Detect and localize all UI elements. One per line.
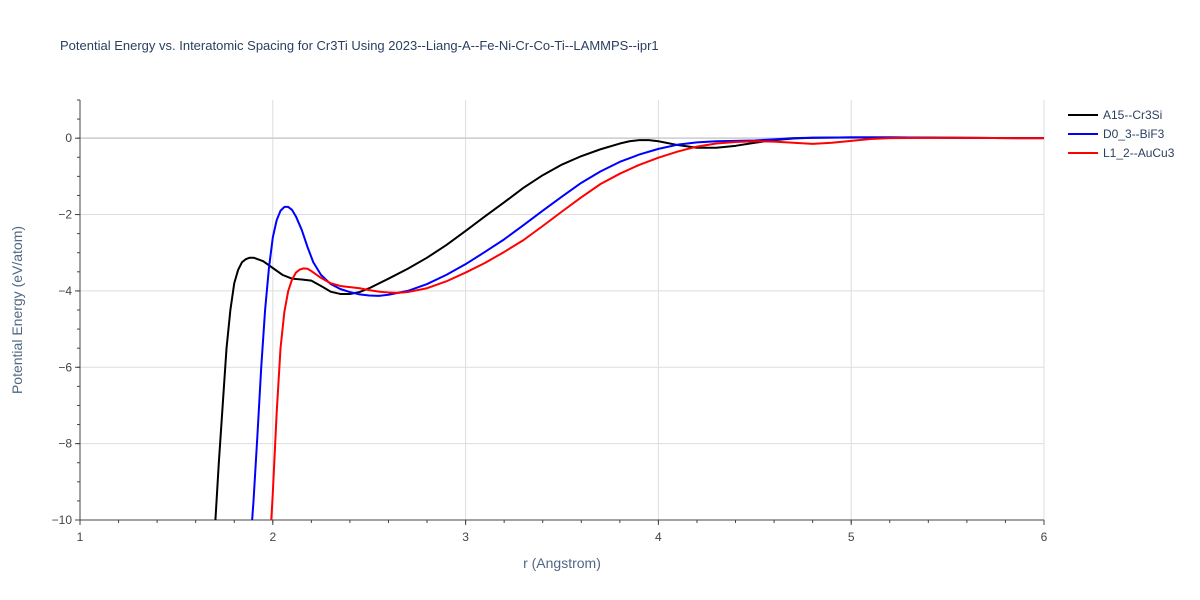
x-tick-label: 1 <box>77 530 84 544</box>
y-tick-label: −2 <box>58 208 72 222</box>
y-axis-title: Potential Energy (eV/atom) <box>9 226 25 394</box>
x-axis-title: r (Angstrom) <box>523 555 601 571</box>
x-tick-label: 3 <box>462 530 469 544</box>
legend-item-0[interactable]: A15--Cr3Si <box>1068 108 1162 122</box>
legend-item-2[interactable]: L1_2--AuCu3 <box>1068 146 1175 160</box>
series-line-2 <box>270 136 1044 520</box>
y-ticks: 0 −2 −4 −6 −8 −10 <box>52 99 80 527</box>
series-line-1 <box>251 136 1044 520</box>
y-tick-label: −6 <box>58 360 72 374</box>
legend-label: L1_2--AuCu3 <box>1103 146 1175 160</box>
y-tick-label: −4 <box>58 284 72 298</box>
y-tick-label: 0 <box>65 131 72 145</box>
x-tick-label: 2 <box>269 530 276 544</box>
legend-label: D0_3--BiF3 <box>1103 127 1165 141</box>
x-ticks: 1 2 3 4 5 6 <box>77 520 1048 544</box>
x-tick-label: 6 <box>1041 530 1048 544</box>
y-tick-label: −10 <box>52 513 73 527</box>
axes <box>79 100 1044 521</box>
x-tick-label: 5 <box>848 530 855 544</box>
chart-title: Potential Energy vs. Interatomic Spacing… <box>60 38 659 53</box>
x-tick-label: 4 <box>655 530 662 544</box>
series-group <box>214 136 1044 520</box>
series-line-0 <box>214 136 1044 520</box>
legend[interactable]: A15--Cr3Si D0_3--BiF3 L1_2--AuCu3 <box>1068 108 1175 160</box>
grid <box>80 100 1045 520</box>
legend-item-1[interactable]: D0_3--BiF3 <box>1068 127 1165 141</box>
legend-label: A15--Cr3Si <box>1103 108 1162 122</box>
y-tick-label: −8 <box>58 437 72 451</box>
